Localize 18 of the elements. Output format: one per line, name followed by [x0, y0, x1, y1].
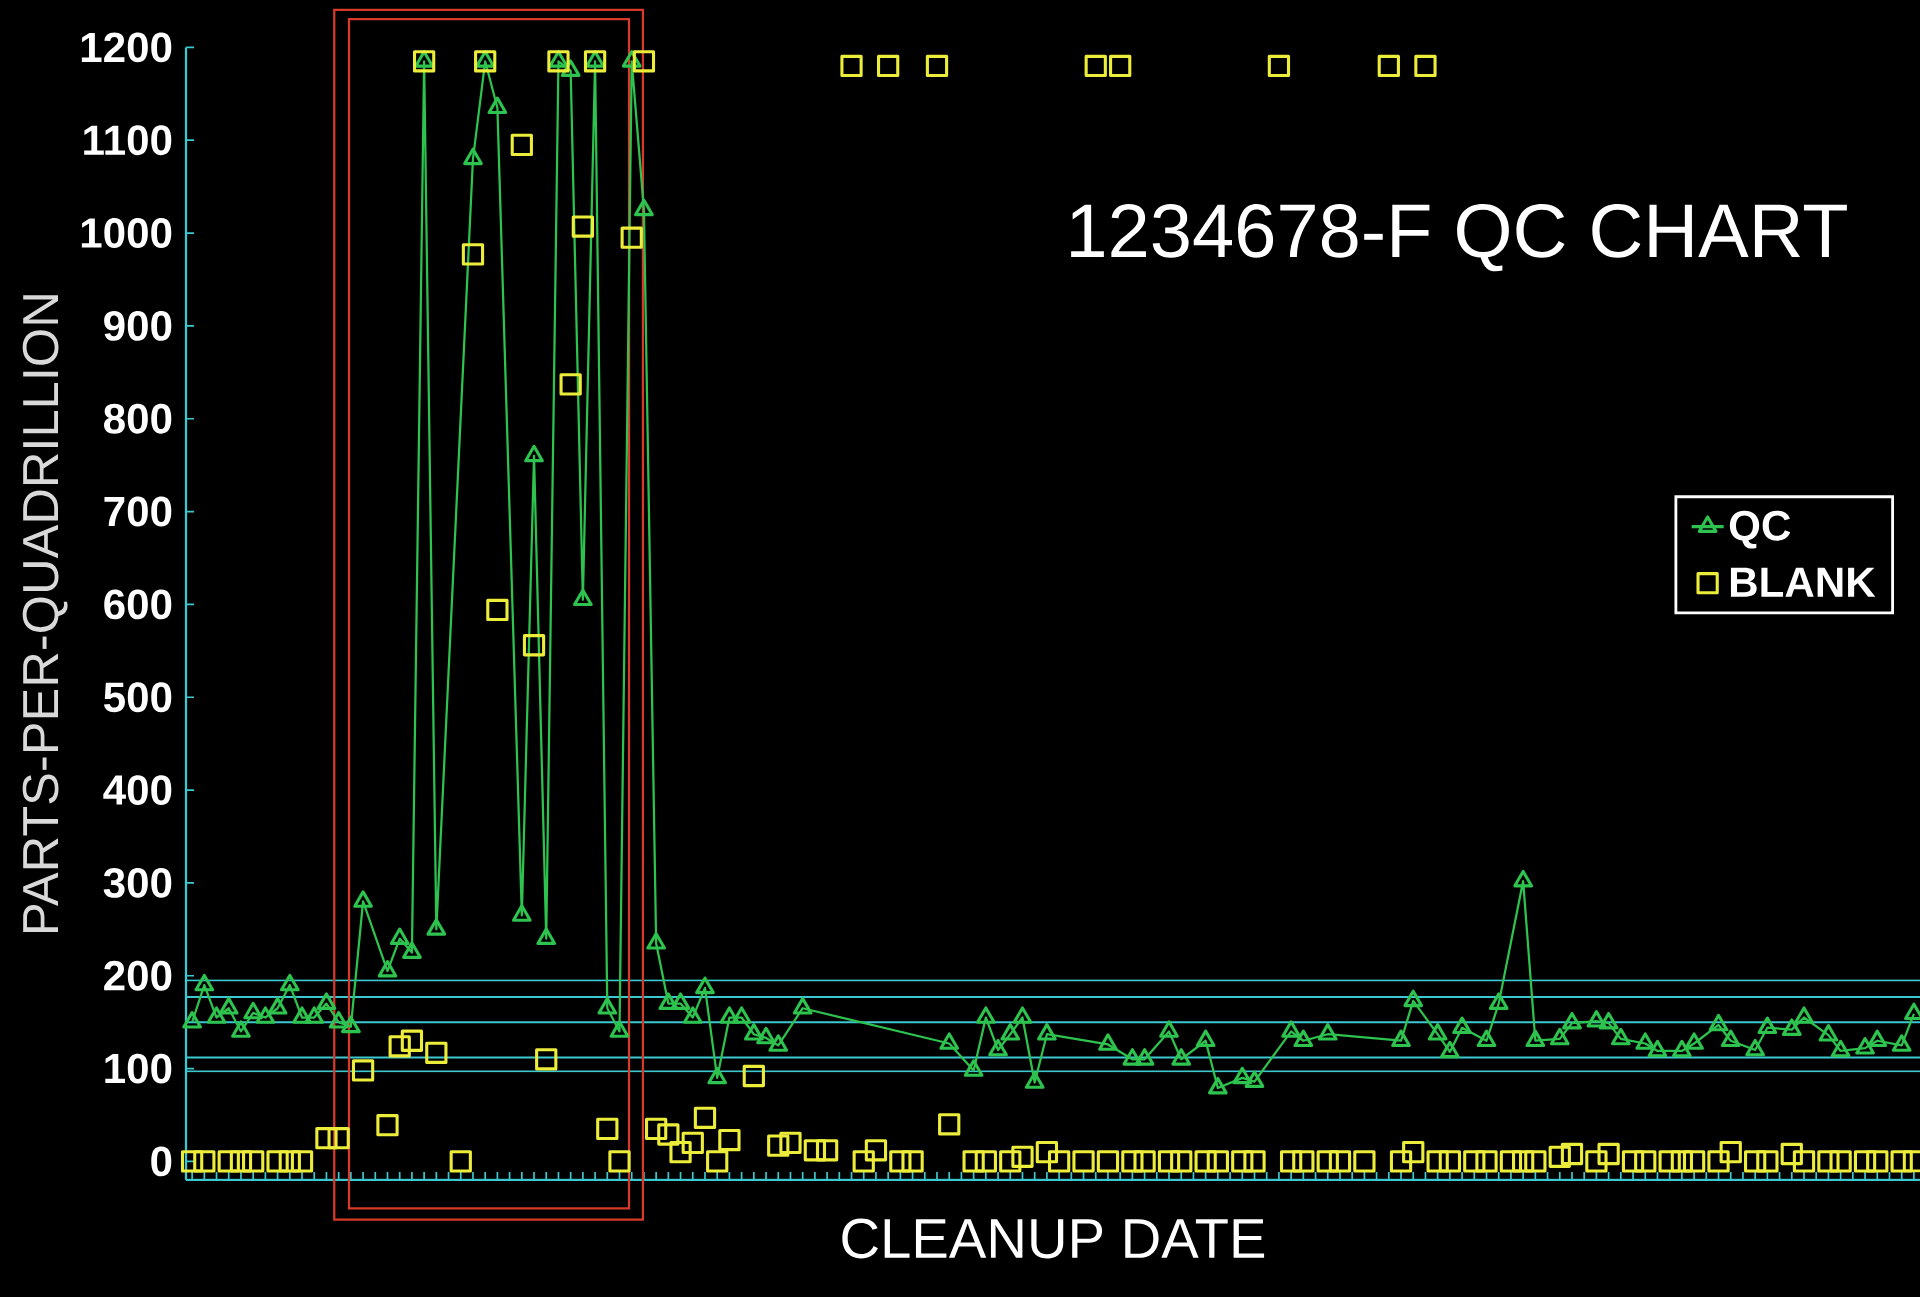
y-tick-label: 600	[104, 589, 172, 620]
y-tick-label: 1200	[81, 32, 172, 63]
x-axis-title: CLEANUP DATE	[842, 1218, 1265, 1259]
y-tick-label: 800	[104, 403, 172, 434]
y-tick-label: 200	[104, 960, 172, 991]
y-tick-label: 400	[103, 775, 172, 806]
text: 1234678-F QC CHART	[1071, 203, 1847, 272]
y-tick-label: 1000	[81, 218, 172, 248]
y-tick-label: 300	[103, 867, 172, 898]
y-tick-label: 1100	[84, 125, 172, 156]
y-tick-label: 700	[104, 496, 172, 527]
y-tick-label: 900	[104, 310, 172, 341]
y-tick-label: 500	[103, 682, 172, 713]
y-tick-label: 100	[105, 1053, 172, 1084]
y-tick-label: 0	[151, 1146, 172, 1177]
legend-label: BLANK	[1730, 567, 1876, 597]
y-axis-title: PARTS-PER-QUADRILLION	[22, 295, 68, 933]
legend-label: QC	[1729, 510, 1791, 549]
